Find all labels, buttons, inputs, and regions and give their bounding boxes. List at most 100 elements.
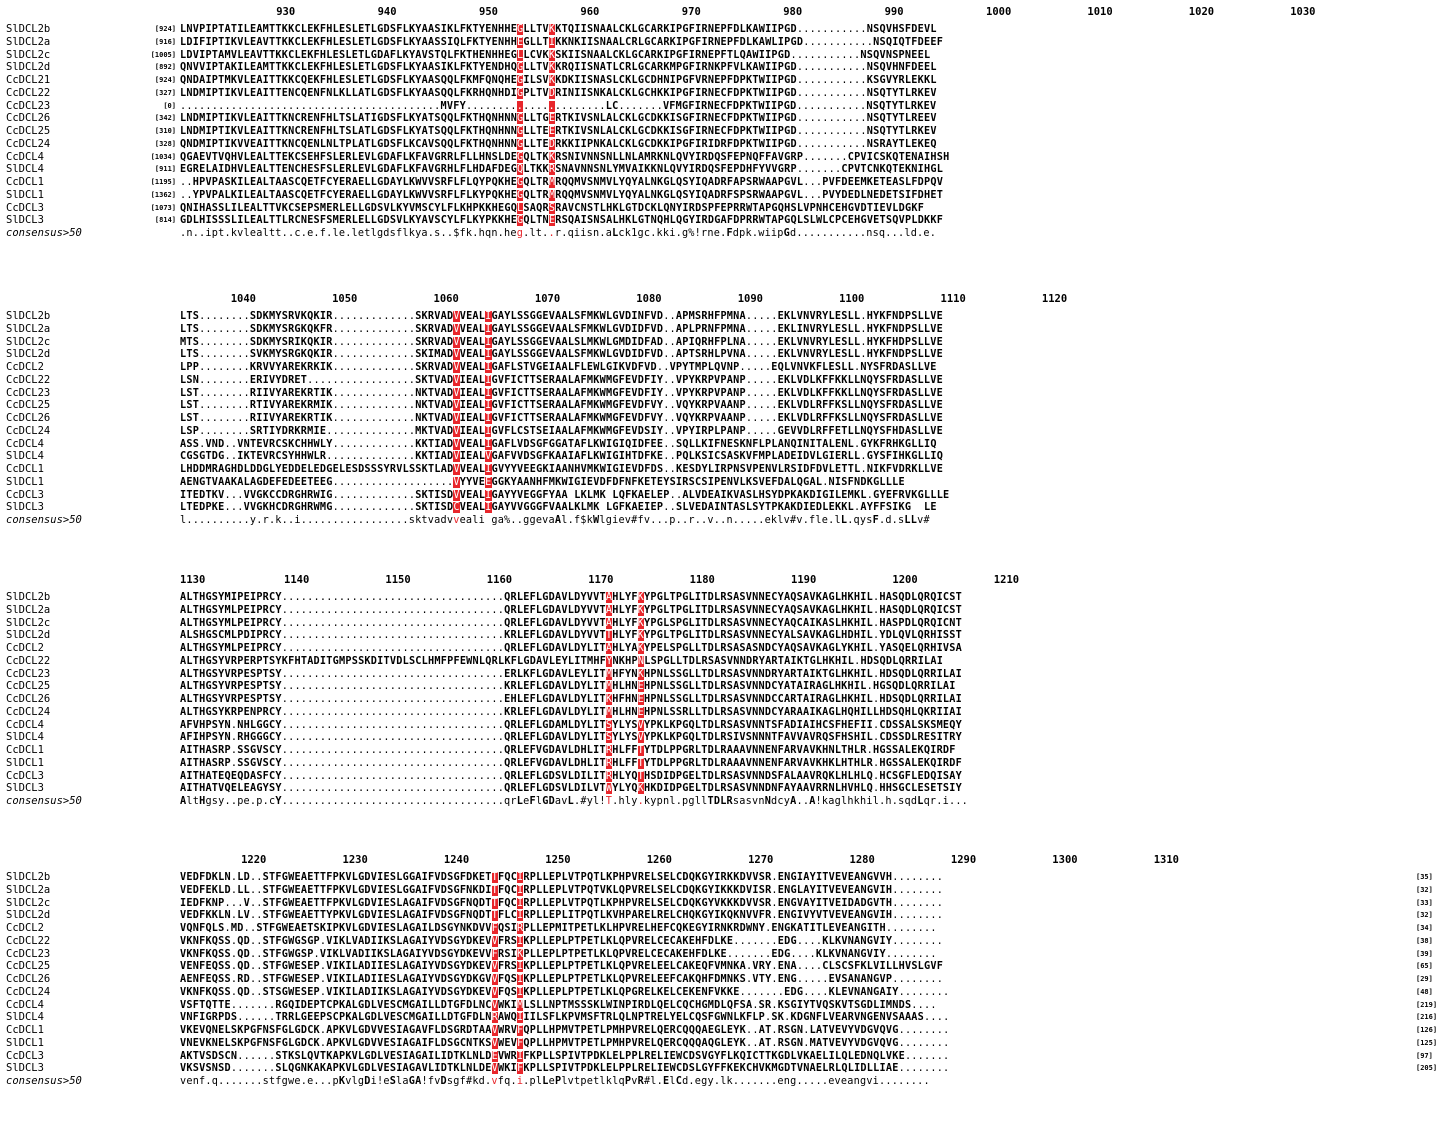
- sequence-residues: ..YPVPALKILEALTAASCQETFCYERAELLGDAYLKWVV…: [180, 189, 944, 201]
- sequence-row: CcDCL3 AKTVSDSCN......STKSLQVTKAPKVLGDLVE…: [0, 1050, 1446, 1063]
- consensus-row: consensus>50 venf.q.......stfgwe.e...pKvl…: [0, 1075, 1446, 1088]
- sequence-name: CcDCL1: [6, 744, 44, 756]
- end-position: [126]: [1416, 1026, 1438, 1034]
- sequence-row: SlDCL4 AFIHPSYN.RHGGGCY..................…: [0, 731, 1446, 744]
- sequence-residues: LTEDPKE...VVGKHCDRGHRWMG.............SKT…: [180, 502, 937, 514]
- sequence-row: CcDCL21 [924] QNDAIPTMKVLEAITTKKCQEKFHLESL…: [0, 74, 1446, 87]
- sequence-name: SlDCL2a: [6, 35, 51, 48]
- ruler-tick-label: 1050: [332, 293, 358, 305]
- sequence-name: CcDCL3: [6, 769, 44, 782]
- sequence-row: CcDCL2 ALTHGSYMLPEIPRCY..................…: [0, 642, 1446, 655]
- end-position: [216]: [1416, 1013, 1438, 1022]
- sequence-name: CcDCL23: [6, 947, 51, 960]
- sequence-row: CcDCL23 ALTHGSYVRPESPTSY.................…: [0, 668, 1446, 681]
- start-position: [1073]: [150, 203, 176, 212]
- sequence-row: SlDCL3 AITHATVQELEAGYSY..................…: [0, 782, 1446, 795]
- sequence-residues: MTS........SDKMYSRIKQKIR.............SKR…: [180, 336, 943, 348]
- sequence-residues: AFVHPSYN.NHLGGCY........................…: [180, 719, 962, 731]
- sequence-row: CcDCL1 AITHASRP.SSGVSCY..................…: [0, 744, 1446, 757]
- ruler-tick-label: 1140: [284, 574, 310, 586]
- end-position: [205]: [1416, 1064, 1438, 1073]
- sequence-row: CcDCL26 AENFEQSS.RD..STFGWESEP.VIKILADIIE…: [0, 973, 1446, 986]
- sequence-row: SlDCL4 [911] EGRELAIDHVLEALTTENCHESFSLERLE…: [0, 163, 1446, 176]
- sequence-residues: AENFEQSS.RD..STFGWESEP.VIKILADIIESLAGAIY…: [180, 974, 944, 985]
- sequence-residues: ITEDTKV...VVGKCCDRGHRWIG.............SKT…: [180, 489, 950, 501]
- end-position: [65]: [1416, 962, 1433, 971]
- sequence-residues: LSP........SRTIYDRKRMIE..............MKT…: [180, 425, 943, 437]
- sequence-row: SlDCL1 [1362] ..YPVPALKILEALTAASCQETFCYERA…: [0, 189, 1446, 202]
- sequence-residues: venf.q.......stfgwe.e...pKvlgDi!eSlaGA!f…: [180, 1076, 930, 1087]
- sequence-residues: VKNFKQSS.QD..STSGWESEP.VIKILADIIKSLAGAIY…: [180, 986, 950, 998]
- sequence-name: consensus>50: [6, 227, 82, 239]
- sequence-name: CcDCL25: [6, 680, 51, 693]
- sequence-name: CcDCL2: [6, 361, 44, 373]
- sequence-residues: LNDMIPTIKVLEAITTKNCRENFHLTSLATIGDSFLKYAT…: [180, 113, 937, 125]
- sequence-row: SlDCL3 VKSVSNSD.......SLQGNKAKAPKVLGDLVES…: [0, 1062, 1446, 1075]
- sequence-residues: ALTHGSYVRPESPTSY........................…: [180, 681, 956, 693]
- sequence-name: SlDCL2c: [6, 896, 51, 909]
- ruler-tick-label: 1040: [230, 293, 256, 305]
- sequence-name: CcDCL23: [6, 667, 51, 680]
- sequence-row: SlDCL3 LTEDPKE...VVGKHCDRGHRWMG..........…: [0, 501, 1446, 514]
- sequence-name: SlDCL2c: [6, 48, 51, 61]
- ruler-tick-label: 1240: [443, 854, 470, 866]
- sequence-row: SlDCL2b LTS........SDKMYSRVKQKIR.........…: [0, 310, 1446, 323]
- sequence-residues: ..HPVPASKILEALTAASCQETFCYERAELLGDAYLKWVV…: [180, 177, 944, 188]
- ruler-tick-label: 970: [681, 6, 701, 18]
- sequence-row: SlDCL2a LTS........SDKMYSRGKQKFR.........…: [0, 323, 1446, 336]
- sequence-name: consensus>50: [6, 795, 82, 807]
- consensus-row: consensus>50 AltHgsy..pe.p.cY............…: [0, 795, 1446, 808]
- sequence-row: CcDCL1 [1195] ..HPVPASKILEALTAASCQETFCYERA…: [0, 176, 1446, 189]
- sequence-row: SlDCL2b [924] LNVPIPTATILEAMTTKKCLEKFHLESL…: [0, 23, 1446, 36]
- sequence-name: SlDCL2b: [6, 23, 51, 35]
- start-position: [916]: [154, 37, 176, 46]
- ruler-tick-label: 1260: [646, 854, 672, 866]
- sequence-name: SlDCL3: [6, 782, 44, 795]
- sequence-name: CcDCL1: [6, 1024, 44, 1036]
- sequence-residues: LNDMIPTIKVLEAITTKNCRENFHLTSLATLGDSFLKYAT…: [180, 126, 937, 137]
- sequence-row: CcDCL24 [328] QNDMIPTIKVVEAITTKNCQENLNLTPL…: [0, 138, 1446, 151]
- sequence-residues: LNDMIPTIKVLEAITTENCQENFNLKLLATLGDSFLKYAA…: [180, 87, 937, 99]
- sequence-row: CcDCL3 [1073] QNIHASSLILEALTTVKCSEPSMERLEL…: [0, 202, 1446, 215]
- sequence-name: CcDCL4: [6, 150, 44, 163]
- sequence-residues: LTS........SDKMYSRGKQKFR.............SKR…: [180, 323, 943, 335]
- ruler-tick-label: 1130: [180, 574, 206, 586]
- sequence-name: SlDCL2b: [6, 591, 51, 603]
- ruler-tick-label: 1190: [791, 574, 817, 586]
- sequence-name: SlDCL2b: [6, 871, 51, 883]
- start-position: [911]: [154, 165, 176, 174]
- sequence-name: consensus>50: [6, 1075, 82, 1087]
- start-position: [1005]: [150, 50, 176, 59]
- sequence-row: CcDCL22 [327] LNDMIPTIKVLEAITTENCQENFNLKLL…: [0, 87, 1446, 100]
- sequence-row: CcDCL25 [310] LNDMIPTIKVLEAITTKNCRENFHLTSL…: [0, 125, 1446, 138]
- sequence-name: CcDCL24: [6, 985, 51, 998]
- sequence-residues: AITHATVQELEAGYSY........................…: [180, 783, 962, 795]
- sequence-row: SlDCL4 VNFIGRPDS......TRRLGEEPSCPKALGDLVE…: [0, 1011, 1446, 1024]
- sequence-residues: AltHgsy..pe.p.cY........................…: [180, 796, 969, 807]
- start-position: [892]: [154, 63, 176, 72]
- end-position: [29]: [1416, 975, 1433, 983]
- sequence-residues: QNDMIPTIKVVEAITTKNCQENLNLTPLATLGDSFLKCAV…: [180, 138, 937, 150]
- sequence-row: CcDCL24 LSP........SRTIYDRKRMIE..........…: [0, 425, 1446, 438]
- position-ruler: 1220 1230 1240 1250 1260 1270 1280 1290 1300 1310: [180, 854, 1430, 868]
- sequence-residues: .n..ipt.kvlealtt..c.e.f.le.letlgdsflkya.…: [180, 228, 937, 239]
- sequence-row: SlDCL2b VEDFDKLN.LD..STFGWEAETTFPKVLGDVIE…: [0, 871, 1446, 884]
- sequence-residues: LTS........SVKMYSRGKQKIR.............SKI…: [180, 349, 943, 361]
- sequence-row: CcDCL26 [342] LNDMIPTIKVLEAITTKNCRENFHLTSL…: [0, 112, 1446, 125]
- sequence-row: CcDCL23 LST........RIIVYAREKRTIK.........…: [0, 387, 1446, 400]
- sequence-residues: ALTHGSYVRPESPTSY........................…: [180, 668, 962, 680]
- sequence-residues: CGSGTDG..IKTEVRCSYHHWLR..............KKT…: [180, 451, 944, 463]
- sequence-residues: QGAEVTVQHVLEALTTEKCSEHFSLERLEVLGDAFLKFAV…: [180, 151, 950, 163]
- sequence-name: SlDCL2a: [6, 322, 51, 335]
- ruler-tick-label: 1110: [940, 293, 966, 305]
- sequence-residues: VKSVSNSD.......SLQGNKAKAPKVLGDLVESIAGAVL…: [180, 1063, 950, 1075]
- sequence-name: SlDCL2b: [6, 310, 51, 322]
- sequence-name: CcDCL2: [6, 922, 44, 934]
- ruler-tick-label: 1090: [737, 293, 763, 305]
- sequence-name: SlDCL2d: [6, 348, 51, 361]
- sequence-row: CcDCL25 LST........RTIVYAREKRMIK.........…: [0, 399, 1446, 412]
- sequence-name: CcDCL3: [6, 1049, 44, 1062]
- sequence-residues: LPP........KRVVYAREKRKIK.............SKR…: [180, 362, 937, 373]
- ruler-tick-label: 1290: [950, 854, 977, 866]
- alignment-block: 930 940 950 960 970 980 990 1000 1010 1020 1030 SlD…: [0, 0, 1446, 280]
